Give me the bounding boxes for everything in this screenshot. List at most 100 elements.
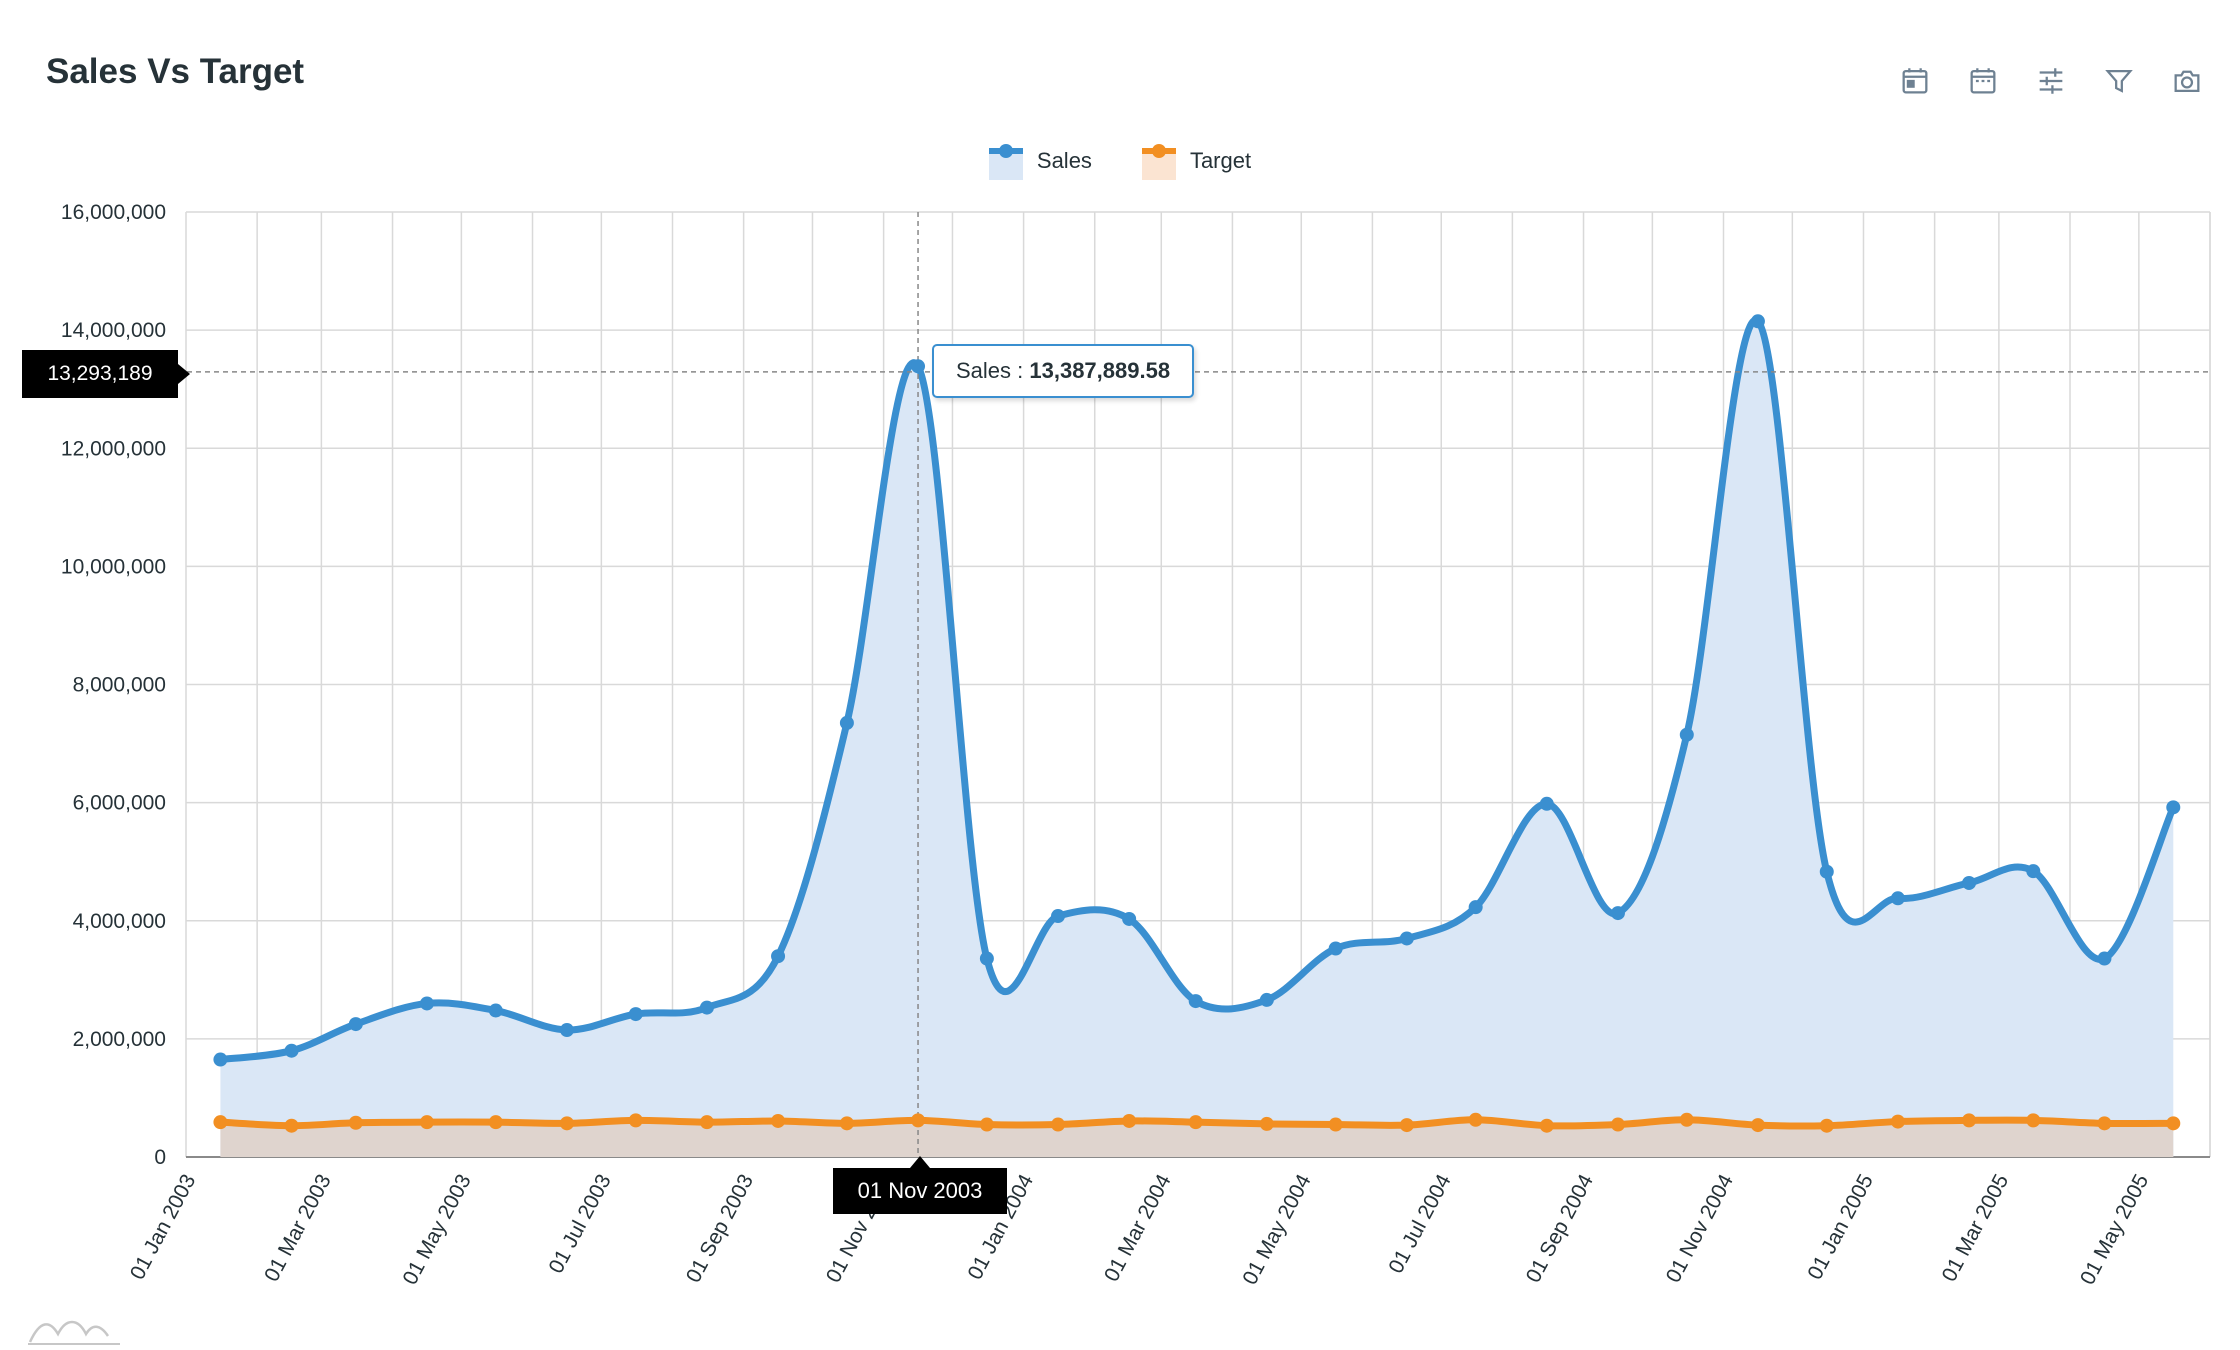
point-sales [1890, 891, 1905, 906]
x-tick-label: 01 Mar 2004 [1100, 1170, 1176, 1285]
camera-icon[interactable] [2168, 62, 2206, 100]
point-sales [1679, 727, 1694, 742]
point-sales [284, 1043, 299, 1058]
point-target [559, 1116, 574, 1131]
y-tick-label: 16,000,000 [61, 201, 166, 224]
point-target [1399, 1118, 1414, 1133]
x-tick-label: 01 May 2005 [2076, 1171, 2153, 1289]
legend-swatch-sales [988, 144, 1023, 180]
x-tick-label: 01 Jul 2003 [544, 1171, 615, 1278]
point-sales [213, 1052, 228, 1067]
point-sales [1468, 900, 1483, 915]
point-target [2166, 1116, 2181, 1131]
y-tick-label: 6,000,000 [73, 792, 166, 815]
point-sales [488, 1003, 503, 1018]
apexcharts-logo [28, 1320, 120, 1345]
chart-toolbar [1896, 62, 2206, 100]
legend-swatch-target [1141, 144, 1176, 180]
legend-label-target: Target [1189, 148, 1252, 173]
sliders-icon[interactable] [2032, 62, 2070, 100]
point-sales [1750, 314, 1765, 329]
point-target [1679, 1112, 1694, 1127]
area-target [220, 1119, 2174, 1157]
point-sales [1819, 864, 1834, 879]
point-sales [628, 1007, 643, 1022]
chart-title: Sales Vs Target [46, 52, 305, 91]
legend-item-sales[interactable]: Sales [988, 142, 1092, 180]
point-target [839, 1116, 854, 1131]
x-tick-label: 01 Jan 2003 [126, 1171, 201, 1284]
point-target [1890, 1114, 1905, 1129]
point-sales [419, 996, 434, 1011]
y-tick-label: 4,000,000 [73, 910, 166, 933]
point-target [979, 1117, 994, 1132]
y-tick-label: 8,000,000 [73, 674, 166, 697]
y-tick-label: 0 [154, 1146, 166, 1169]
x-tick-label: 01 Mar 2003 [260, 1171, 336, 1286]
x-tick-label: 01 May 2004 [1238, 1170, 1315, 1288]
x-tick-label: 01 Mar 2005 [1938, 1171, 2014, 1286]
x-tick-label: 01 Jul 2004 [1384, 1170, 1455, 1277]
point-target [1468, 1112, 1483, 1127]
point-target [1259, 1116, 1274, 1131]
point-target [2097, 1116, 2112, 1131]
y-tick-label: 14,000,000 [61, 319, 166, 342]
y-tick-label: 12,000,000 [61, 437, 166, 460]
legend-item-target[interactable]: Target [1141, 142, 1252, 180]
point-target [1819, 1118, 1834, 1133]
point-target [488, 1115, 503, 1130]
point-target [1122, 1113, 1137, 1128]
point-layer [213, 314, 2181, 1133]
x-tick-label: 01 Jan 2005 [1803, 1171, 1878, 1284]
chart-legend: Sales Target [0, 142, 2240, 180]
point-sales [1610, 906, 1625, 921]
tooltip-value: 13,387,889.58 [1029, 358, 1171, 383]
y-tick-label: 10,000,000 [61, 555, 166, 578]
filter-icon[interactable] [2100, 62, 2138, 100]
point-target [348, 1115, 363, 1130]
point-target [1051, 1117, 1066, 1132]
point-sales [1188, 994, 1203, 1009]
point-target [213, 1115, 228, 1130]
y-tick-label: 2,000,000 [73, 1028, 166, 1051]
point-target [628, 1113, 643, 1128]
point-sales [1962, 875, 1977, 890]
point-sales [979, 951, 994, 966]
point-target [1610, 1117, 1625, 1132]
point-sales [2026, 864, 2041, 879]
x-tick-label: 01 May 2003 [398, 1171, 475, 1289]
point-sales [559, 1023, 574, 1038]
point-sales [348, 1017, 363, 1032]
crosshair-x-label: 01 Nov 2003 [833, 1156, 1007, 1214]
point-target [419, 1115, 434, 1130]
point-sales [1539, 796, 1554, 811]
point-sales [2097, 951, 2112, 966]
point-sales [771, 949, 786, 964]
point-sales [1122, 911, 1137, 926]
x-tick-label: 01 Nov 2004 [1662, 1170, 1738, 1286]
calendar-icon[interactable] [1964, 62, 2002, 100]
point-target [1188, 1115, 1203, 1130]
point-target [1328, 1117, 1343, 1132]
area-sales [220, 320, 2174, 1157]
x-axis-ticks: 01 Jan 2003 01 Mar 2003 01 May 2003 01 Jul … [126, 1170, 2153, 1288]
x-tick-label: 01 Sep 2004 [1522, 1170, 1598, 1286]
point-target [1750, 1118, 1765, 1133]
point-target [1539, 1118, 1554, 1133]
point-target [771, 1113, 786, 1128]
point-sales [839, 715, 854, 730]
crosshair-y-label: 13,293,189 [22, 350, 190, 398]
area-layer [220, 320, 2174, 1157]
tooltip-label: Sales : [956, 358, 1030, 383]
point-sales [699, 1000, 714, 1015]
point-target [699, 1115, 714, 1130]
point-target [1962, 1113, 1977, 1128]
calendar-day-icon[interactable] [1896, 62, 1934, 100]
point-target [911, 1113, 926, 1128]
x-tick-label: 01 Sep 2003 [682, 1171, 758, 1287]
legend-label-sales: Sales [1036, 148, 1092, 173]
y-axis-ticks: 0 2,000,000 4,000,000 6,000,000 8,000,000 10,… [61, 201, 166, 1169]
point-sales [2166, 800, 2181, 815]
point-sales [1259, 992, 1274, 1007]
